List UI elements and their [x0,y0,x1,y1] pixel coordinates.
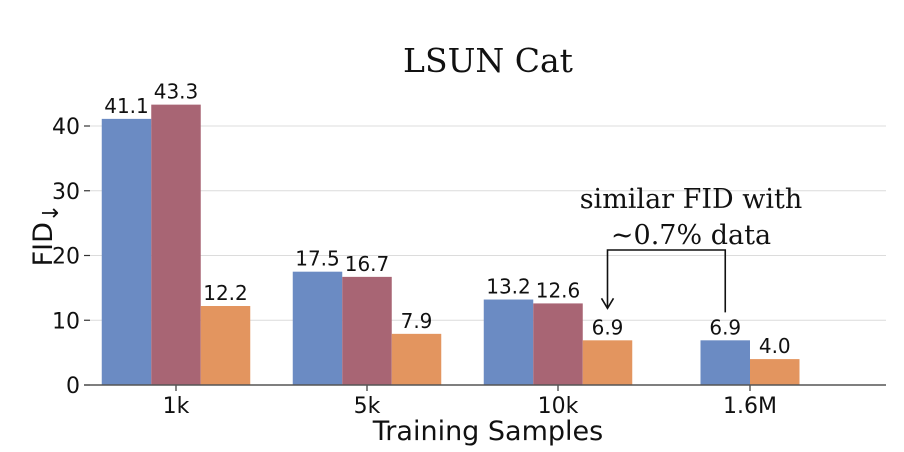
bars [101,104,800,385]
bar-series-blue-10k [483,299,534,385]
x-tick-label: 1.6M [723,394,777,419]
y-tick-label: 40 [52,115,80,140]
y-tick-label: 30 [52,180,80,205]
bar-value-label: 43.3 [154,80,199,104]
y-axis-label: FID↓ [28,204,64,267]
bar-series-red-1k [151,104,201,385]
bar-value-label: 12.2 [203,281,248,305]
y-axis-label-text: FID [28,222,59,266]
annotation-text-line1: similar FID with [580,184,803,215]
bar-value-label: 41.1 [104,94,149,118]
bar-value-label: 16.7 [345,252,390,276]
bar-value-label: 13.2 [486,275,531,299]
y-tick-label: 20 [52,245,80,270]
bar-value-label: 7.9 [401,309,433,333]
annotation-arrow-line [606,249,727,313]
bar-series-orange-1k [200,306,251,385]
x-tick-label: 5k [354,394,381,419]
y-axis-arrow: ↓ [39,204,64,222]
x-axis-label: Training Samples [372,416,603,447]
y-ticks: 0 10 20 30 40 [52,115,90,399]
x-tick-label: 10k [538,394,579,419]
bar-series-red-5k [342,276,392,385]
bar-series-orange-5k [391,333,442,385]
bar-series-blue-1k [101,118,152,385]
bar-series-blue-1.6M [700,340,750,385]
x-tick-label: 1k [163,394,190,419]
annotation-text-line2: ~0.7% data [611,220,771,251]
y-tick-label: 10 [52,309,80,334]
bar-series-orange-10k [582,340,633,385]
annotation: similar FID with ~0.7% data [580,184,803,313]
bar-series-blue-5k [292,271,343,385]
bar-series-orange-1.6M [750,359,800,385]
bar-value-label: 4.0 [759,334,791,358]
bar-value-label: 17.5 [295,247,340,271]
annotation-arrowhead [600,297,615,310]
x-ticks: 1k 5k 10k 1.6M [163,385,777,419]
bar-labels: 41.1 17.5 13.2 6.9 43.3 16.7 12.6 12.2 7.9 6.9 4.0 [104,80,790,358]
bar-value-label: 12.6 [536,278,581,302]
y-tick-label: 0 [66,374,80,399]
bar-value-label: 6.9 [709,315,741,339]
bar-value-label: 6.9 [592,315,624,339]
chart-title: LSUN Cat [403,41,573,80]
bar-series-red-10k [533,303,583,385]
